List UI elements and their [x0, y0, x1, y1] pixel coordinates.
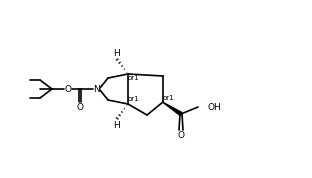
- Text: OH: OH: [208, 103, 222, 111]
- Polygon shape: [163, 102, 182, 116]
- Text: or1: or1: [127, 96, 139, 102]
- Text: H: H: [113, 121, 119, 130]
- Text: O: O: [178, 130, 184, 140]
- Text: O: O: [65, 85, 71, 93]
- Text: N: N: [94, 85, 100, 93]
- Text: O: O: [76, 103, 84, 112]
- Text: H: H: [113, 48, 119, 57]
- Text: or1: or1: [127, 75, 139, 81]
- Text: or1: or1: [162, 95, 174, 101]
